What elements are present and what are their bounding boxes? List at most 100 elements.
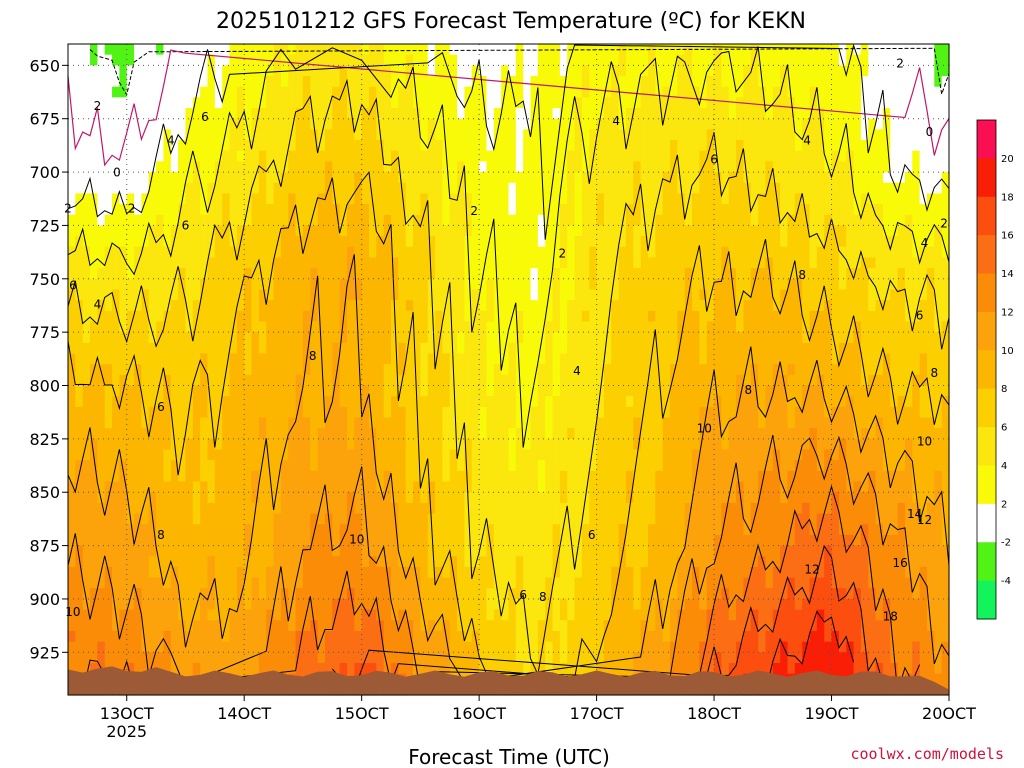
temperature-cell (134, 278, 143, 291)
temperature-cell (251, 204, 260, 216)
temperature-cell (295, 289, 304, 301)
temperature-cell (178, 150, 187, 162)
temperature-cell (126, 246, 135, 259)
temperature-cell (442, 577, 451, 589)
temperature-cell (280, 310, 289, 323)
temperature-cell (559, 225, 568, 237)
temperature-cell (552, 204, 561, 216)
temperature-cell (207, 86, 216, 98)
temperature-cell (449, 481, 458, 493)
temperature-cell (457, 460, 466, 472)
temperature-cell (119, 566, 128, 579)
temperature-cell (222, 545, 231, 557)
temperature-cell (574, 97, 583, 109)
temperature-cell (82, 502, 91, 515)
temperature-cell (545, 300, 554, 312)
temperature-cell (376, 598, 385, 611)
temperature-cell (523, 396, 532, 408)
temperature-cell (207, 385, 216, 397)
temperature-cell (486, 278, 495, 291)
temperature-cell (346, 44, 355, 56)
temperature-cell (435, 364, 444, 376)
temperature-cell (361, 332, 370, 344)
temperature-cell (413, 278, 421, 291)
temperature-cell (383, 374, 392, 387)
temperature-cell (97, 481, 106, 493)
temperature-cell (537, 534, 546, 547)
temperature-cell (163, 204, 172, 216)
temperature-cell (640, 502, 649, 515)
temperature-cell (273, 321, 282, 333)
temperature-cell (435, 44, 444, 56)
temperature-cell (493, 161, 502, 173)
temperature-cell (530, 182, 539, 195)
temperature-cell (457, 246, 466, 259)
temperature-cell (405, 321, 414, 333)
temperature-cell (398, 577, 407, 589)
temperature-cell (398, 588, 407, 600)
temperature-cell (662, 353, 671, 365)
temperature-cell (112, 225, 120, 237)
temperature-cell (435, 460, 444, 472)
temperature-cell (471, 321, 480, 333)
temperature-cell (200, 257, 209, 269)
temperature-cell (214, 566, 223, 579)
temperature-cell (302, 321, 311, 333)
temperature-cell (391, 129, 399, 141)
temperature-cell (486, 310, 495, 323)
temperature-cell (449, 108, 458, 120)
temperature-cell (97, 524, 106, 536)
temperature-cell (391, 556, 399, 568)
temperature-cell (420, 278, 429, 291)
temperature-cell (501, 481, 510, 493)
temperature-cell (369, 86, 377, 98)
temperature-cell (324, 353, 333, 365)
temperature-cell (457, 364, 466, 376)
temperature-cell (222, 65, 231, 77)
temperature-cell (75, 246, 84, 259)
temperature-cell (163, 598, 172, 611)
temperature-cell (435, 566, 444, 579)
temperature-cell (449, 566, 458, 579)
temperature-cell (567, 588, 576, 600)
temperature-cell (156, 481, 165, 493)
temperature-cell (126, 492, 135, 504)
temperature-cell (141, 161, 150, 173)
temperature-cell (420, 257, 429, 269)
temperature-cell (354, 150, 363, 162)
temperature-cell (501, 524, 510, 536)
temperature-cell (486, 129, 495, 141)
temperature-cell (523, 278, 532, 291)
temperature-cell (97, 406, 106, 419)
temperature-cell (222, 556, 231, 568)
temperature-cell (90, 577, 98, 589)
temperature-cell (90, 470, 98, 483)
temperature-cell (273, 278, 282, 291)
temperature-cell (486, 609, 495, 621)
temperature-cell (398, 428, 407, 440)
temperature-cell (119, 406, 128, 419)
temperature-cell (618, 140, 627, 152)
temperature-cell (508, 374, 517, 387)
temperature-cell (317, 630, 326, 643)
temperature-cell (405, 172, 414, 184)
temperature-cell (148, 577, 157, 589)
temperature-cell (163, 54, 172, 66)
temperature-cell (126, 140, 135, 152)
temperature-cell (68, 54, 76, 66)
temperature-cell (596, 342, 605, 355)
temperature-cell (288, 609, 297, 621)
temperature-cell (244, 182, 253, 195)
temperature-cell (464, 300, 473, 312)
temperature-cell (567, 460, 576, 472)
temperature-cell (170, 620, 179, 632)
temperature-cell (68, 449, 76, 461)
temperature-cell (244, 513, 253, 525)
temperature-cell (567, 76, 576, 88)
temperature-cell (339, 150, 348, 162)
temperature-cell (493, 129, 502, 141)
temperature-cell (214, 449, 223, 461)
temperature-cell (552, 76, 561, 88)
temperature-cell (324, 76, 333, 88)
temperature-cell (435, 332, 444, 344)
